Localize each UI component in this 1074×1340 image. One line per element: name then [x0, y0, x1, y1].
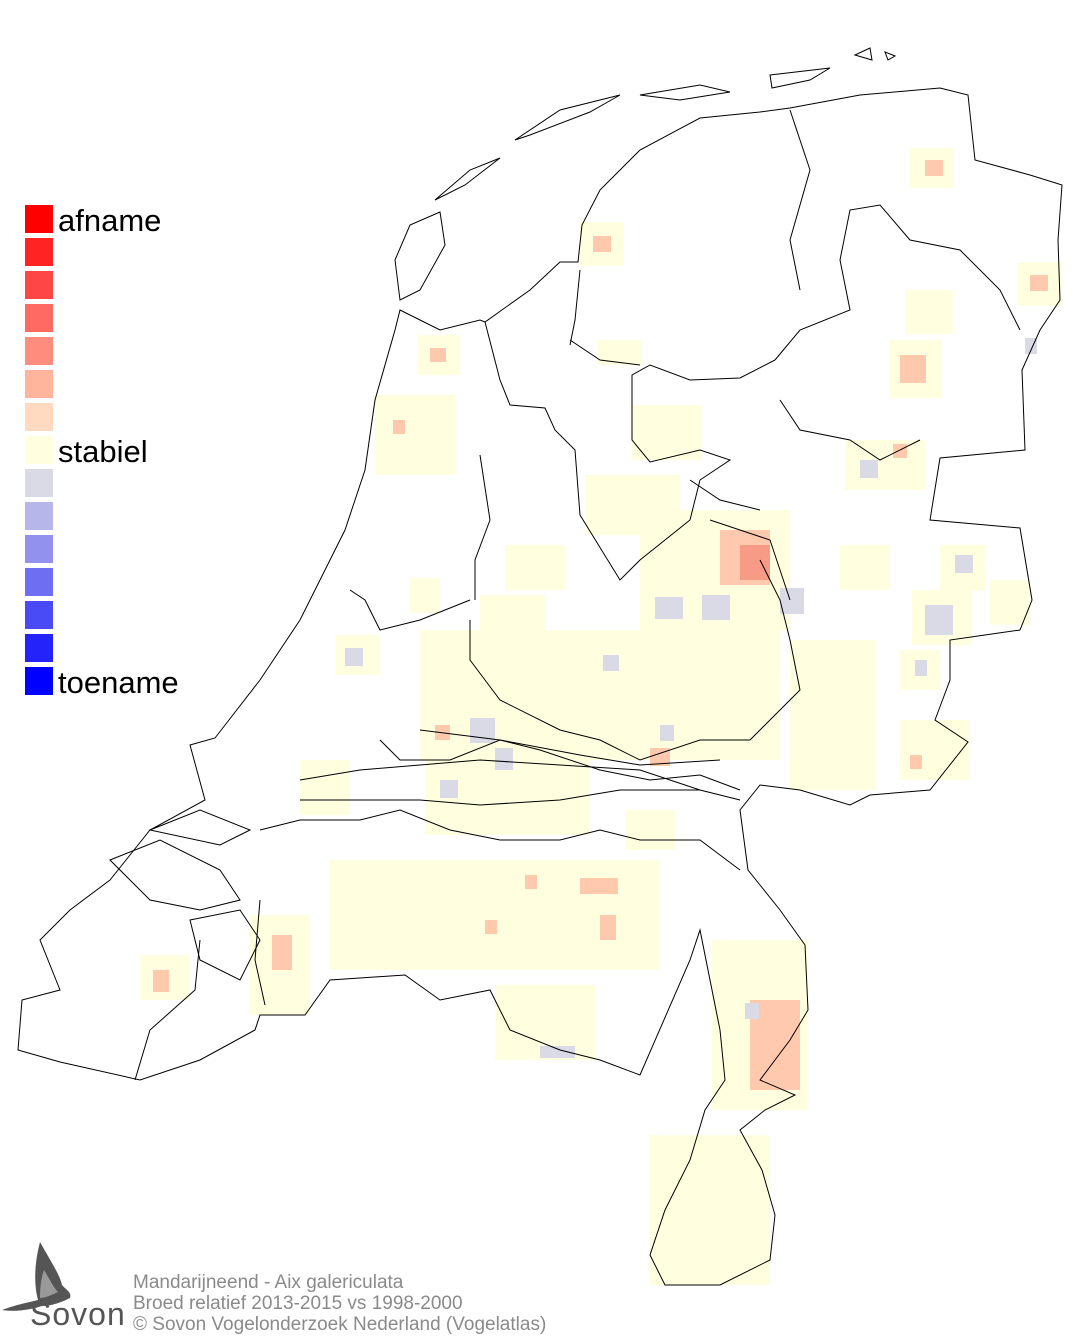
- zeeland-islands: [109, 809, 261, 981]
- province-borders: [134, 109, 1021, 1081]
- caption-species: Mandarijneend - Aix galericulata: [133, 1272, 404, 1293]
- country-outline: [17, 87, 1063, 1286]
- sovon-swallow-logo-icon: [2, 1242, 71, 1311]
- sovon-logo-text: Sovon: [30, 1296, 126, 1332]
- legend-swatch-3: [25, 271, 53, 299]
- terschelling: [514, 94, 621, 141]
- caption-copyright: © Sovon Vogelonderzoek Nederland (Vogela…: [133, 1314, 547, 1335]
- legend-swatch-5: [25, 337, 53, 365]
- rottumeroog: [853, 47, 897, 61]
- caption-period: Broed relatief 2013-2015 vs 1998-2000: [133, 1293, 463, 1314]
- map-caption: Mandarijneend - Aix galericulata Broed r…: [133, 1272, 546, 1335]
- legend-label-toename: toename: [58, 665, 179, 700]
- legend-swatch-7: [25, 403, 53, 431]
- boundaries: [17, 47, 1063, 1286]
- legend-label-stabiel: stabiel: [58, 434, 148, 469]
- legend-swatch-15: [25, 667, 53, 695]
- legend-swatch-10: [25, 502, 53, 530]
- legend-swatch-11: [25, 535, 53, 563]
- legend-swatch-2: [25, 238, 53, 266]
- legend-swatch-1: [25, 205, 53, 233]
- legend-swatch-14: [25, 634, 53, 662]
- legend-swatch-13: [25, 601, 53, 629]
- legend-label-afname: afname: [58, 203, 162, 238]
- schiermonnikoog: [769, 67, 831, 89]
- legend-swatch-12: [25, 568, 53, 596]
- legend-swatch-6: [25, 370, 53, 398]
- trend-patches: [140, 148, 1062, 1285]
- legend-swatch-4: [25, 304, 53, 332]
- legend-swatch-8: [25, 436, 53, 464]
- ijsselmeer-shore: [474, 321, 776, 600]
- vlieland: [434, 157, 501, 201]
- texel: [394, 211, 446, 301]
- rivers: [299, 479, 791, 806]
- legend-swatch-9: [25, 469, 53, 497]
- ameland: [639, 84, 731, 101]
